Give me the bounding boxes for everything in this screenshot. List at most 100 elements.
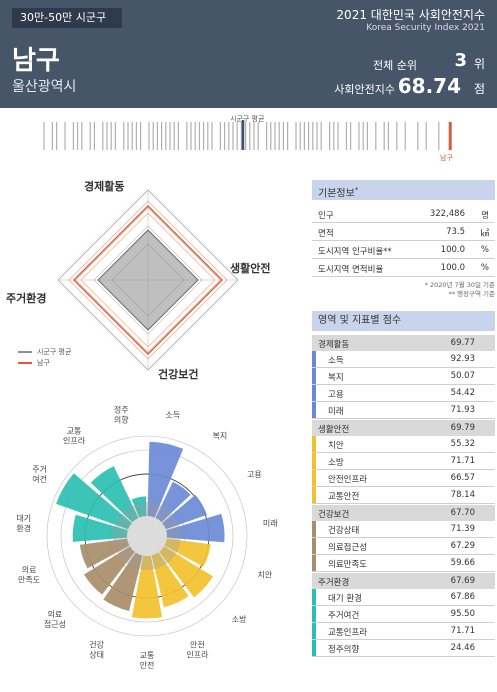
polar-bar: [147, 441, 184, 518]
category-score: 67.69: [450, 576, 475, 586]
rank-self-label: 남구: [440, 154, 453, 162]
indicator-name: 의료만족도: [328, 560, 368, 570]
indicator-name: 정주의향: [328, 645, 360, 655]
indicator-score: 67.86: [450, 592, 475, 602]
report-header: 30만-50만 시군구 2021 대한민국 사회안전지수 Korea Secur…: [0, 0, 497, 108]
polar-label: 복지: [213, 432, 228, 441]
indicator-name: 고용: [328, 390, 344, 400]
scores-title: 영역 및 지표별 점수: [312, 311, 495, 331]
info-note-2: ** 행정구역 기준: [448, 290, 495, 298]
polar-bar: [131, 496, 147, 518]
radar-axis-housing: 주거환경: [6, 292, 47, 305]
indicator-name: 교통인프라: [328, 628, 368, 638]
indicator-row: 소방 71.71: [312, 453, 495, 470]
indicator-row: 건강상태 71.39: [312, 521, 495, 538]
indicator-row: 복지 50.07: [312, 368, 495, 385]
indicator-score: 95.50: [450, 609, 475, 619]
polar-label: 미래: [263, 519, 278, 528]
indicator-score: 71.93: [450, 405, 475, 415]
polar-bar: [84, 546, 135, 595]
polar-bar: [131, 555, 163, 619]
indicator-name: 안전인프라: [328, 475, 368, 485]
legend-item-district: 남구: [18, 357, 71, 368]
indicator-name: 소방: [328, 458, 344, 468]
indicator-score: 67.29: [450, 541, 475, 551]
polar-bar: [166, 513, 225, 543]
report-title: 2021 대한민국 사회안전지수: [336, 8, 485, 22]
polar-label: 소방: [232, 614, 247, 624]
polar-bar: [72, 514, 128, 542]
basic-info-title: 기본정보*: [312, 180, 495, 200]
indicator-score: 92.93: [450, 354, 475, 364]
polar-label: 안전 인프라: [186, 639, 209, 659]
indicator-row: 미래 71.93: [312, 402, 495, 419]
info-row-urban-area: 도시지역 면적비율 100.0 %: [312, 259, 495, 277]
indicator-score: 78.14: [450, 490, 475, 500]
polar-label: 치안: [258, 569, 273, 579]
indicator-row: 소득 92.93: [312, 351, 495, 368]
indicator-row: 교통안전 78.14: [312, 487, 495, 504]
category-color-bar: [312, 589, 316, 657]
index-value: 68.74: [397, 74, 461, 98]
category-name: 생활안전: [318, 425, 350, 435]
info-row-population: 인구 322,486 명: [312, 205, 495, 223]
indicator-score: 50.07: [450, 371, 475, 381]
polar-center: [113, 502, 181, 570]
indicator-row: 주거여건 95.50: [312, 606, 495, 623]
category-score: 69.79: [450, 423, 475, 433]
polar-label: 교통 안전: [140, 651, 155, 670]
indicator-row: 치안 55.32: [312, 436, 495, 453]
category-score: 67.70: [450, 508, 475, 518]
category-row: 주거환경 67.69: [312, 573, 495, 589]
polar-grid-ring: [46, 435, 248, 637]
polar-grid-ring: [60, 449, 234, 623]
index-label: 사회안전지수: [334, 83, 395, 96]
polar-label: 대기 환경: [16, 514, 31, 533]
indicator-name: 주거여건: [328, 611, 360, 621]
scores-table: 경제활동 69.77 소득 92.93 복지 50.07 고용 54.42 미래 71.93 생활안…: [312, 334, 495, 657]
indicator-name: 건강상태: [328, 526, 360, 536]
indicator-row: 안전인프라 66.57: [312, 470, 495, 487]
population-group-badge: 30만-50만 시군구: [12, 8, 122, 28]
radar-legend: 시군구 평균 남구: [18, 346, 71, 368]
district-name: 남구: [12, 46, 60, 76]
indicator-name: 복지: [328, 373, 344, 383]
info-note-1: * 2020년 7월 30일 기준: [424, 281, 495, 289]
category-color-bar: [312, 521, 316, 572]
radar-svg: [57, 189, 239, 371]
indicator-row: 정주의향 24.46: [312, 640, 495, 657]
polar-bar: [164, 538, 211, 567]
indicator-row: 고용 54.42: [312, 385, 495, 402]
polar-label: 교통 인프라: [63, 427, 86, 446]
basic-info-table: 인구 322,486 명 면적 73.5 ㎢ 도시지역 인구비율** 100.0…: [312, 205, 495, 299]
category-row: 경제활동 69.77: [312, 335, 495, 351]
info-row-area: 면적 73.5 ㎢: [312, 223, 495, 241]
radar-chart: 경제활동 생활안전 건강보건 주거환경: [0, 168, 300, 388]
indicator-row: 의료만족도 59.66: [312, 555, 495, 572]
polar-bar: [162, 494, 207, 530]
polar-bar: [56, 473, 132, 530]
indicator-name: 치안: [328, 441, 344, 451]
rank-strip-chart: [43, 120, 452, 150]
category-score: 69.77: [450, 338, 475, 348]
category-color-bar: [312, 351, 316, 419]
city-name: 울산광역시: [12, 79, 77, 95]
polar-bar: [90, 466, 139, 523]
polar-label: 건강 상태: [89, 639, 104, 659]
polar-label: 의료 만족도: [18, 564, 40, 584]
indicator-score: 55.32: [450, 439, 475, 449]
indicator-score: 66.57: [450, 473, 475, 483]
category-name: 경제활동: [318, 340, 350, 350]
category-row: 건강보건 67.70: [312, 505, 495, 521]
polar-bar: [103, 552, 143, 611]
polar-label: 소득: [165, 411, 180, 420]
polar-bar: [79, 538, 130, 569]
rank-value: 3: [454, 50, 467, 71]
indicator-score: 71.71: [450, 456, 475, 466]
indicator-score: 59.66: [450, 558, 475, 568]
legend-item-avg: 시군구 평균: [18, 346, 71, 357]
category-color-bar: [312, 436, 316, 504]
radar-district-line: [73, 205, 223, 355]
polar-bar: [159, 546, 213, 598]
